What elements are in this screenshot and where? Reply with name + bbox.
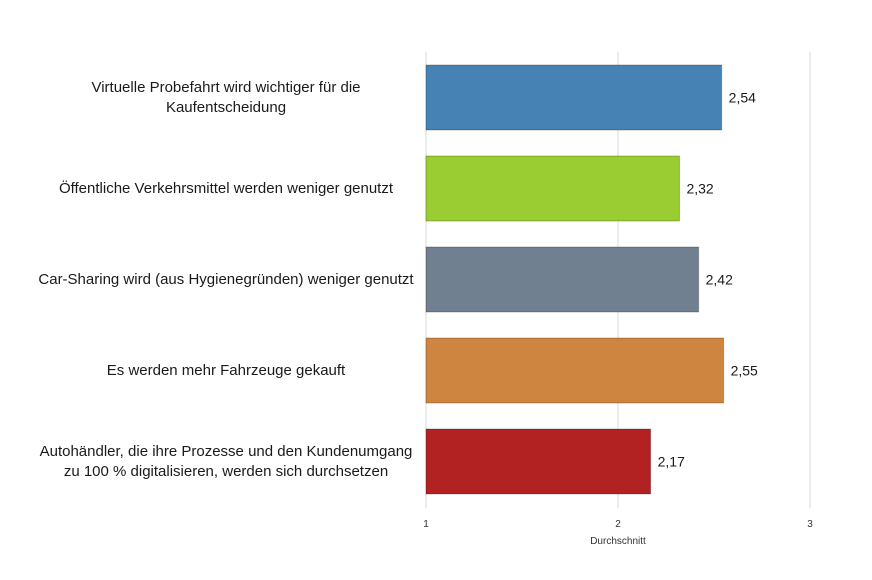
bar-4 [425,337,725,404]
bars [425,64,725,495]
bar-3 [425,246,700,313]
value-label-1: 2,54 [729,90,756,106]
category-label-5: Autohändler, die ihre Prozesse und den K… [39,442,413,480]
bar-1 [425,64,723,131]
tick-label-1: 1 [423,519,429,530]
tick-label-2: 2 [615,519,621,530]
value-label-2: 2,32 [686,181,713,197]
category-label-3: Car-Sharing wird (aus Hygienegründen) we… [38,270,414,288]
value-labels: 2,54 2,32 2,42 2,55 2,17 [658,90,758,470]
x-axis-ticks: 1 2 3 [423,519,813,530]
tick-label-3: 3 [807,519,813,530]
value-label-3: 2,42 [706,272,733,288]
category-label-2: Öffentliche Verkehrsmittel werden wenige… [58,179,394,197]
value-label-5: 2,17 [658,454,685,470]
x-axis-title: Durchschnitt [590,536,646,547]
category-label-4: Es werden mehr Fahrzeuge gekauft [106,361,346,379]
bar-5 [425,428,652,495]
value-label-4: 2,55 [731,363,758,379]
bar-2 [425,155,680,222]
category-label-1: Virtuelle Probefahrt wird wichtiger für … [91,78,361,116]
